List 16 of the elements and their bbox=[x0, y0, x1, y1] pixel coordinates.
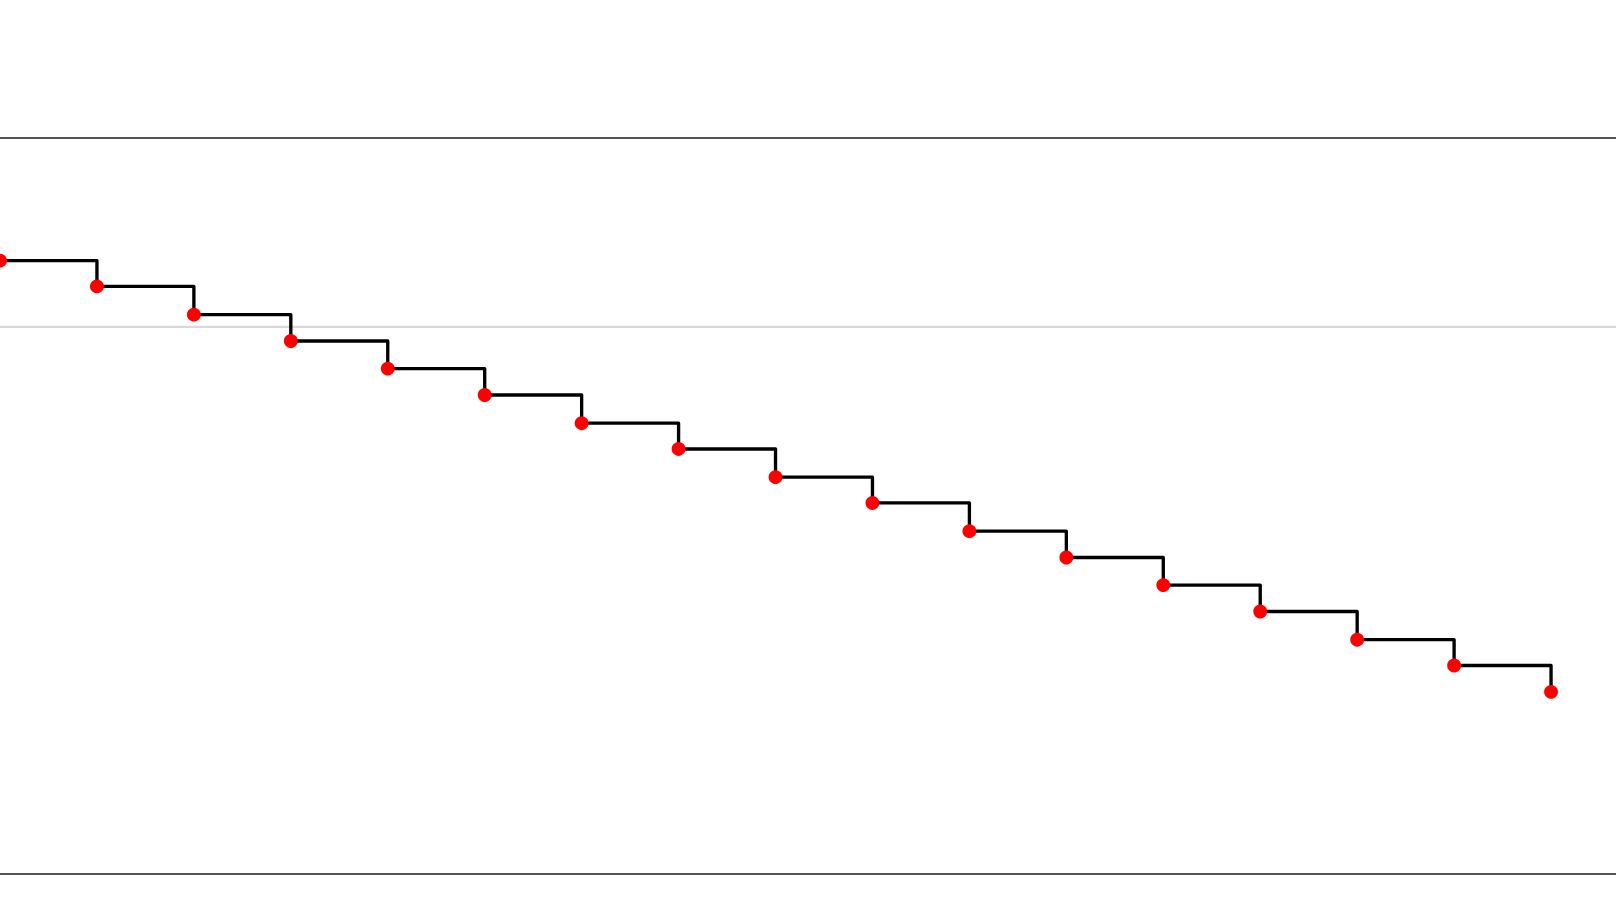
point bbox=[477, 388, 492, 402]
point bbox=[865, 495, 880, 510]
point bbox=[1253, 604, 1268, 619]
point bbox=[1156, 578, 1171, 593]
point bbox=[671, 442, 686, 456]
point bbox=[1544, 684, 1558, 699]
point bbox=[1059, 550, 1074, 565]
point bbox=[962, 524, 977, 539]
point bbox=[283, 334, 298, 348]
point bbox=[574, 416, 589, 431]
point bbox=[380, 361, 395, 376]
point bbox=[1447, 658, 1462, 673]
point bbox=[768, 470, 783, 485]
point bbox=[186, 307, 201, 322]
point bbox=[1350, 632, 1365, 647]
point bbox=[90, 279, 104, 294]
